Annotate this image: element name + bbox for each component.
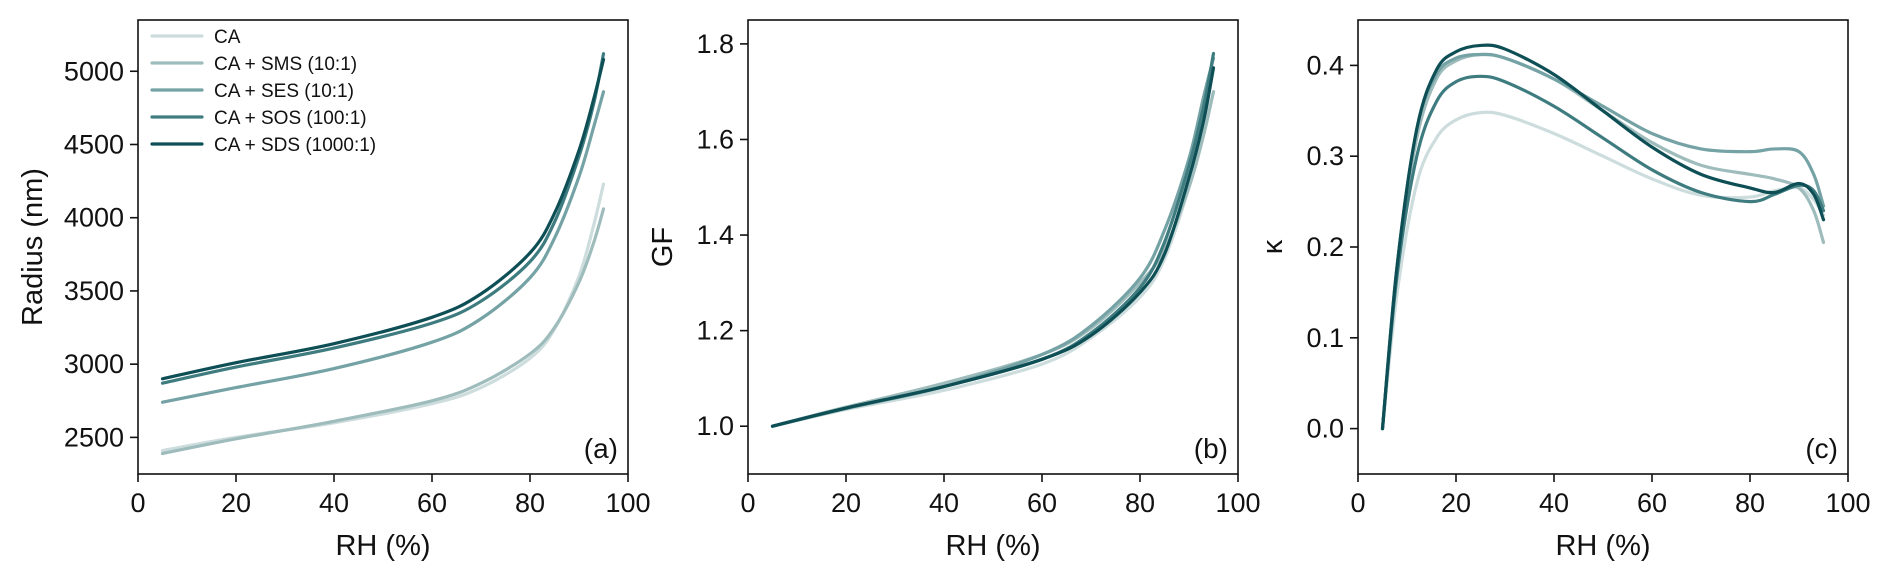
panel-c-series-line-5 <box>1380 43 1826 431</box>
legend-label-4: CA + SOS (100:1) <box>214 108 367 129</box>
panel-a-series-line-4 <box>160 52 606 385</box>
panel-a-series <box>160 52 606 456</box>
panel-a-y-axis-label: Radius (nm) <box>17 168 49 326</box>
panel-b-x-tick-label: 0 <box>740 488 755 518</box>
panel-c-y-axis-label: κ <box>1257 239 1289 254</box>
legend-label-3: CA + SES (10:1) <box>214 81 354 102</box>
panel-b-x-axis-label: RH (%) <box>945 530 1040 562</box>
panel-c-y-tick-label: 0.3 <box>1306 141 1344 171</box>
legend-label-5: CA + SDS (1000:1) <box>214 135 376 156</box>
panel-a-series-line-5 <box>160 57 606 381</box>
panel-c: 0 20 40 60 80 100 0.0 0.1 0.2 0.3 0.4 RH (%) κ (c) <box>1257 19 1871 562</box>
panel-c-tag: (c) <box>1805 433 1838 464</box>
panel-b-series <box>770 51 1216 428</box>
panel-b-x-tick-label: 20 <box>831 488 861 518</box>
panel-c-series <box>1380 43 1826 431</box>
panel-a-series-line-2 <box>160 207 606 456</box>
panel-a-x-tick-label: 60 <box>417 488 447 518</box>
panel-a-x-axis-label: RH (%) <box>335 530 430 562</box>
panel-c-y-tick-label: 0.4 <box>1306 50 1344 80</box>
panel-b-series-line-5 <box>770 66 1216 428</box>
panel-b-y-tick-label: 1.8 <box>696 29 734 59</box>
panel-c-x-tick-label: 20 <box>1441 488 1471 518</box>
panel-c-x-tick-label: 60 <box>1637 488 1667 518</box>
panel-a-series-line-3 <box>160 90 606 404</box>
panel-c-x-tick-label: 80 <box>1735 488 1765 518</box>
legend: CA CA + SMS (10:1) CA + SES (10:1) CA + SOS… <box>150 27 376 156</box>
panel-a-x-tick-label: 0 <box>130 488 145 518</box>
panel-b-series-line-1 <box>770 90 1216 428</box>
panel-a-y-tick-label: 4500 <box>64 129 124 159</box>
panel-a-x-tick-label: 100 <box>605 488 650 518</box>
panel-c-series-line-4 <box>1380 74 1826 431</box>
panel-a-x-tick-label: 80 <box>515 488 545 518</box>
panel-c-x-tick-label: 100 <box>1825 488 1870 518</box>
panel-b-x-tick-label: 40 <box>929 488 959 518</box>
panel-b-y-tick-label: 1.6 <box>696 124 734 154</box>
panel-c-x-tick-label: 0 <box>1350 488 1365 518</box>
panel-a-y-tick-label: 2500 <box>64 422 124 452</box>
panel-b-x-tick-label: 80 <box>1125 488 1155 518</box>
legend-label-1: CA <box>214 27 241 48</box>
panel-b-x-tick-label: 60 <box>1027 488 1057 518</box>
panel-c-y-tick-label: 0.1 <box>1306 323 1344 353</box>
panel-b-y-tick-label: 1.4 <box>696 220 734 250</box>
panel-a-tag: (a) <box>584 433 618 464</box>
panel-c-x-tick-label: 40 <box>1539 488 1569 518</box>
panel-c-y-tick-label: 0.0 <box>1306 414 1344 444</box>
panel-b-frame <box>747 19 1239 475</box>
panel-c-y-tick-label: 0.2 <box>1306 232 1344 262</box>
panel-a-x-tick-label: 40 <box>319 488 349 518</box>
panel-a-y-tick-label: 5000 <box>64 56 124 86</box>
panel-b-y-tick-label: 1.2 <box>696 316 734 346</box>
panel-b-tag: (b) <box>1194 433 1228 464</box>
panel-a-y-tick-label: 3500 <box>64 276 124 306</box>
panel-a-y-tick-label: 3000 <box>64 349 124 379</box>
panel-a-y-tick-label: 4000 <box>64 203 124 233</box>
panel-a: 0 20 40 60 80 100 2500 3000 3500 4000 4500 5000 RH (… <box>17 19 651 562</box>
panel-b-x-tick-label: 100 <box>1215 488 1260 518</box>
panel-b-y-tick-label: 1.0 <box>696 411 734 441</box>
panel-a-frame <box>137 19 629 475</box>
panel-c-series-line-1 <box>1380 110 1826 431</box>
panel-b: 0 20 40 60 80 100 1.0 1.2 1.4 1.6 1.8 RH (%) GF (b) <box>647 19 1261 562</box>
panel-b-y-axis-label: GF <box>647 227 679 267</box>
panel-a-x-tick-label: 20 <box>221 488 251 518</box>
panel-b-series-line-2 <box>770 90 1216 428</box>
panel-c-x-axis-label: RH (%) <box>1555 530 1650 562</box>
panel-b-series-line-3 <box>770 56 1216 428</box>
legend-label-2: CA + SMS (10:1) <box>214 54 357 75</box>
